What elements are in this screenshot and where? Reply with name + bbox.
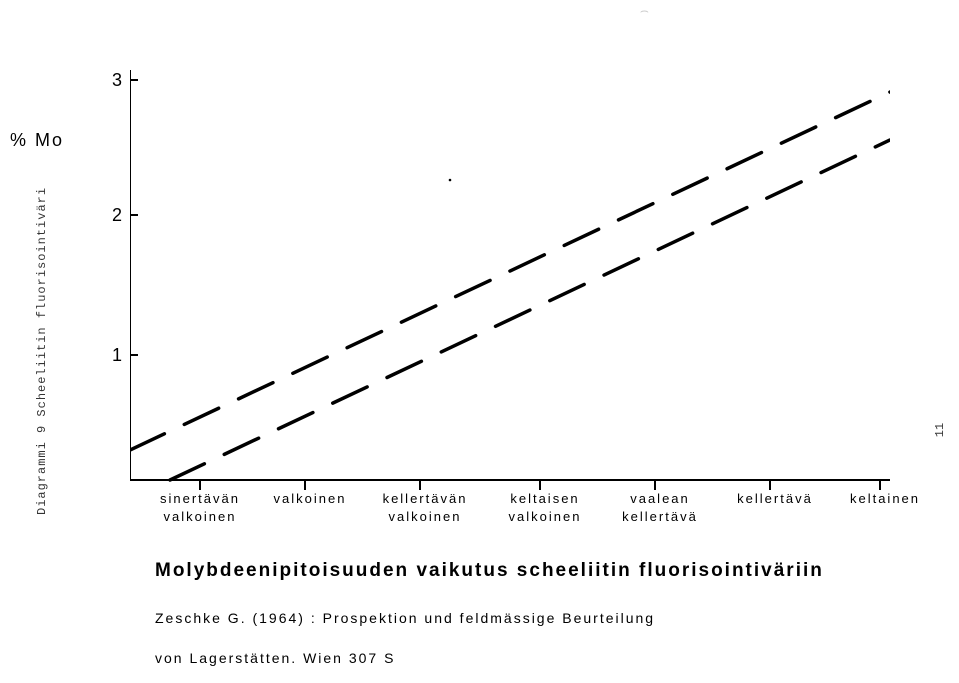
x-cat-line1: kellertävä xyxy=(737,491,813,506)
x-cat-line2: valkoinen xyxy=(164,509,237,524)
line-lower xyxy=(170,140,890,480)
chart-svg xyxy=(130,40,890,500)
y-tick-label: 3 xyxy=(102,70,122,91)
y-axis-label: % Mo xyxy=(10,130,64,151)
x-cat-label: kellertävä xyxy=(720,490,830,508)
x-cat-label: valkoinen xyxy=(255,490,365,508)
x-cat-line1: kellertävän xyxy=(383,491,468,506)
x-cat-label: sinertävän valkoinen xyxy=(135,490,265,526)
line-upper xyxy=(130,92,890,450)
x-cat-label: vaalean kellertävä xyxy=(600,490,720,526)
x-cat-line2: kellertävä xyxy=(622,509,698,524)
x-cat-line1: valkoinen xyxy=(274,491,347,506)
scan-artifact: ⌢ xyxy=(640,2,649,19)
x-cat-label: keltainen xyxy=(830,490,940,508)
citation-line2: von Lagerstätten. Wien 307 S xyxy=(155,650,395,666)
y-tick-label: 2 xyxy=(102,205,122,226)
citation-line1: Zeschke G. (1964) : Prospektion und feld… xyxy=(155,610,655,626)
x-cat-line2: valkoinen xyxy=(509,509,582,524)
x-cat-line1: keltaisen xyxy=(510,491,579,506)
x-cat-line1: vaalean xyxy=(630,491,690,506)
x-cat-label: kellertävän valkoinen xyxy=(360,490,490,526)
page-number: 11 xyxy=(933,423,947,437)
vertical-caption: Diagrammi 9 Scheeliitin fluorisointiväri xyxy=(35,175,49,515)
y-tick-label: 1 xyxy=(102,345,122,366)
chart-title: Molybdeenipitoisuuden vaikutus scheeliit… xyxy=(155,560,824,582)
x-cat-line2: valkoinen xyxy=(389,509,462,524)
dot-artifact xyxy=(449,179,452,182)
x-cat-line1: keltainen xyxy=(850,491,920,506)
x-cat-label: keltaisen valkoinen xyxy=(490,490,600,526)
line-chart: 3 2 1 xyxy=(130,40,890,480)
x-cat-line1: sinertävän xyxy=(160,491,240,506)
